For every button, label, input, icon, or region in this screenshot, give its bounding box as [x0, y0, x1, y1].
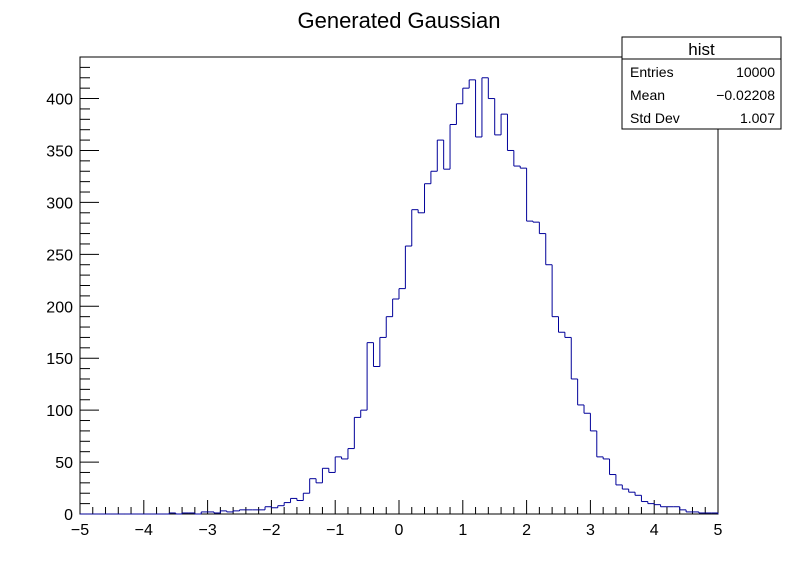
x-tick-label: −3 — [198, 522, 216, 539]
y-tick-label: 200 — [46, 299, 73, 316]
x-tick-label: 0 — [395, 522, 404, 539]
x-tick-label: 5 — [714, 522, 723, 539]
stats-stddev-value: 1.007 — [740, 110, 775, 126]
x-tick-label: 3 — [586, 522, 595, 539]
stats-stddev-label: Std Dev — [630, 110, 680, 126]
x-axis-ticks — [79, 500, 719, 514]
stats-mean-value: −0.02208 — [716, 87, 775, 103]
y-tick-label: 250 — [46, 247, 73, 264]
y-tick-label: 100 — [46, 403, 73, 420]
stats-entries-label: Entries — [630, 64, 674, 80]
y-tick-label: 300 — [46, 195, 73, 212]
y-tick-label: 400 — [46, 92, 73, 109]
y-tick-label: 350 — [46, 143, 73, 160]
stats-box-frame — [621, 36, 782, 130]
stats-box-title: hist — [688, 40, 715, 59]
x-tick-label: −2 — [262, 522, 280, 539]
y-tick-label: 50 — [55, 455, 73, 472]
y-tick-label: 150 — [46, 351, 73, 368]
x-tick-label: 2 — [522, 522, 531, 539]
x-axis-tick-labels: −5 −4 −3 −2 −1 0 1 2 3 4 5 — [71, 522, 723, 539]
x-tick-label: −4 — [135, 522, 153, 539]
stats-mean-label: Mean — [630, 87, 665, 103]
chart-title: Generated Gaussian — [297, 8, 500, 33]
y-tick-label: 0 — [64, 507, 73, 524]
stats-entries-value: 10000 — [736, 64, 775, 80]
stats-box: hist Entries 10000 Mean −0.02208 Std Dev… — [621, 36, 782, 130]
x-tick-label: 4 — [650, 522, 659, 539]
y-axis-tick-labels: 0 50 100 150 200 250 300 350 400 — [46, 92, 73, 524]
x-tick-label: −1 — [326, 522, 344, 539]
y-axis-ticks — [80, 56, 99, 515]
x-tick-label: −5 — [71, 522, 89, 539]
histogram-bins — [80, 77, 719, 515]
x-tick-label: 1 — [458, 522, 467, 539]
